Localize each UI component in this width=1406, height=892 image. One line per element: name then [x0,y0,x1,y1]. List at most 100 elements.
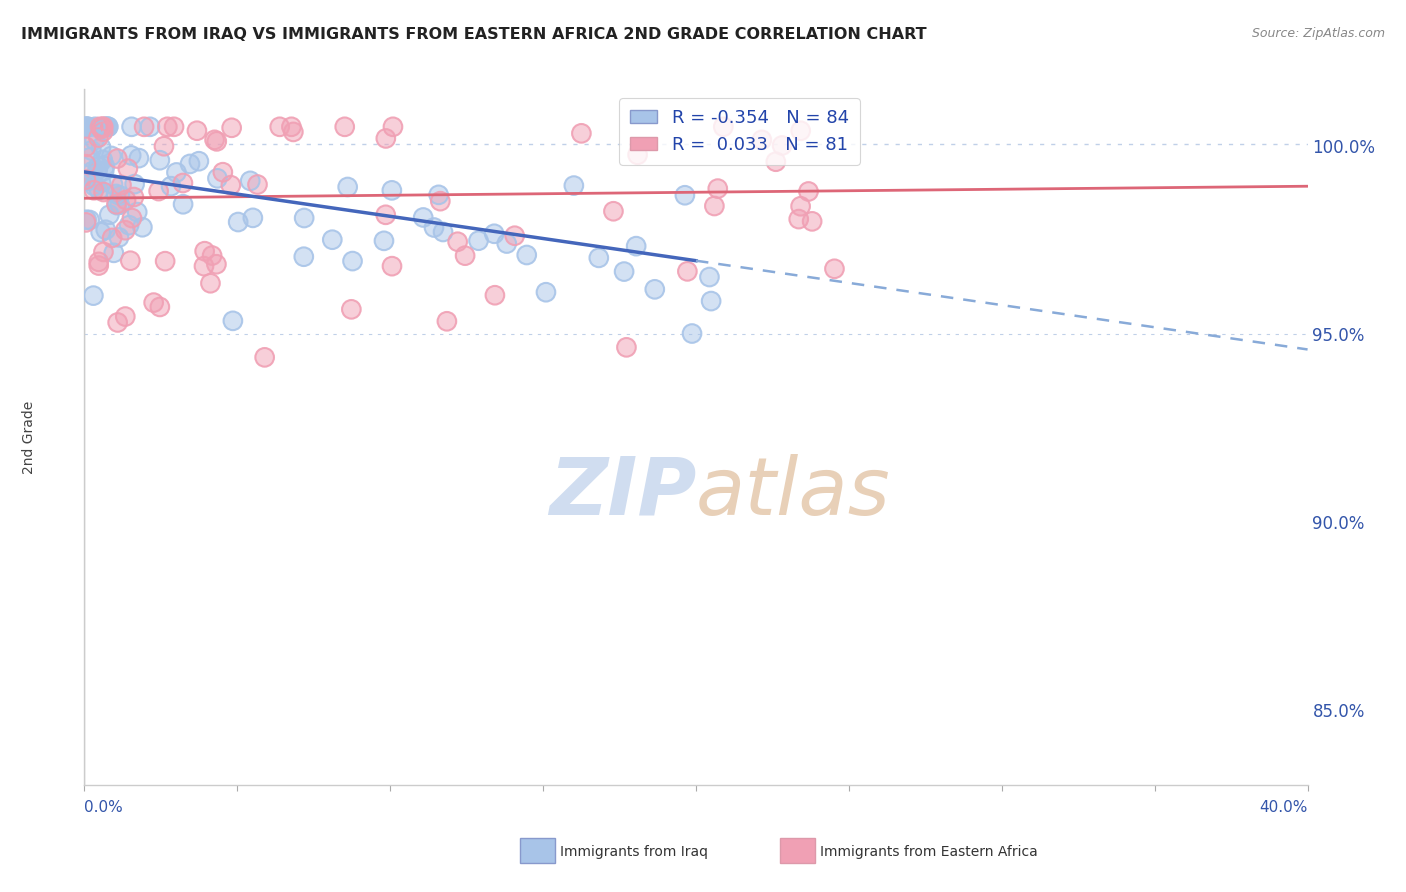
Point [153,139,176,153]
Point [484,288,506,302]
Point [80,144,103,158]
Point [105,152,128,166]
Point [239,174,262,188]
Point [787,212,810,227]
Point [127,205,149,219]
Point [83,179,105,194]
Point [128,151,150,165]
Point [432,225,454,239]
Text: Immigrants from Eastern Africa: Immigrants from Eastern Africa [820,845,1038,859]
Point [77,174,100,188]
Point [454,249,477,263]
Point [207,171,229,186]
Text: 40.0%: 40.0% [1260,800,1308,814]
Point [97,120,120,134]
Point [91,120,114,134]
Point [108,188,131,202]
Point [454,249,477,263]
Point [797,185,820,199]
Point [101,231,124,245]
Point [467,234,489,248]
Point [283,125,305,139]
Point [321,233,343,247]
Point [93,185,115,199]
Point [79,150,101,164]
Point [221,120,243,135]
Point [211,165,233,179]
Point [222,314,245,328]
Point [97,120,120,134]
Point [246,178,269,192]
Point [75,172,97,186]
Point [107,316,129,330]
Point [340,302,363,317]
Point [616,340,638,354]
Point [211,165,233,179]
Point [87,130,110,145]
Point [193,259,215,273]
Point [79,213,101,227]
Point [97,120,120,134]
Point [616,340,638,354]
Point [103,245,125,260]
Point [87,259,110,273]
Point [94,159,117,173]
Point [91,125,114,139]
Point [699,270,721,285]
Point [824,261,846,276]
Point [219,178,242,193]
Point [91,153,114,167]
Point [98,208,121,222]
Point [484,288,506,302]
Point [204,133,226,147]
Point [76,212,98,227]
Point [98,208,121,222]
Point [118,218,141,232]
Point [374,131,396,145]
Point [80,171,103,186]
Point [148,184,170,198]
Point [93,164,115,178]
Point [77,120,100,134]
Point [676,264,699,278]
Point [172,176,194,190]
Point [96,120,118,134]
Point [429,194,451,209]
Point [86,163,108,178]
Point [204,133,226,147]
Point [75,173,97,187]
Point [280,120,302,134]
Point [613,264,636,278]
Point [644,282,666,296]
Point [76,120,98,135]
Point [103,245,125,260]
Point [76,120,98,134]
Point [495,236,517,251]
Point [87,255,110,269]
Point [90,225,112,239]
Point [101,178,124,192]
Point [94,120,117,134]
Point [711,120,734,134]
Point [163,120,186,134]
Point [226,215,249,229]
Point [132,120,155,134]
Point [114,310,136,324]
Point [624,239,647,253]
Point [700,294,723,309]
Point [94,159,117,173]
Point [484,227,506,241]
Point [467,234,489,248]
Point [205,134,228,148]
Point [90,121,112,136]
Point [75,173,97,187]
Point [699,270,721,285]
Point [166,165,188,179]
Point [90,176,112,190]
Point [446,235,468,249]
Point [149,300,172,314]
Point [246,178,269,192]
Point [381,120,404,134]
Point [373,234,395,248]
Text: Immigrants from Iraq: Immigrants from Iraq [560,845,707,859]
